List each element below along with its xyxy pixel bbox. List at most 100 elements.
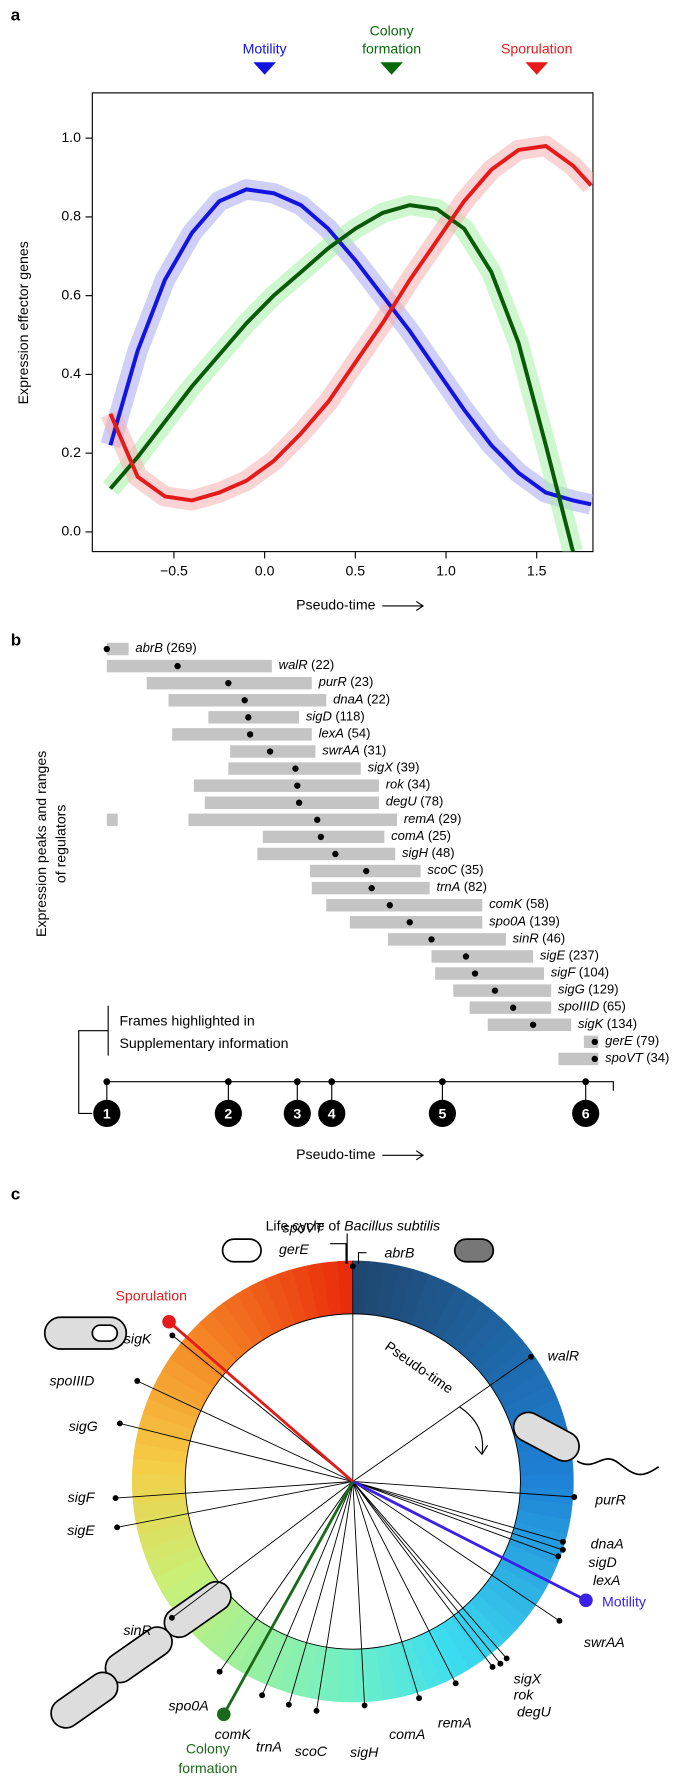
ring-segment (322, 1261, 343, 1316)
ring-segment (515, 1510, 571, 1537)
gene: sigE (540, 948, 566, 963)
title-part: Life cycle of (266, 1217, 345, 1233)
gene-line (352, 1481, 564, 1551)
gene-label: swrAA (584, 1634, 625, 1650)
ring-segment (131, 1472, 186, 1490)
gene-dot (313, 1707, 320, 1714)
peak (471, 970, 479, 977)
ring-segment (421, 1279, 458, 1334)
ring-segment (363, 1647, 384, 1702)
range-bar (431, 950, 534, 963)
annotation: Motility (243, 41, 288, 57)
gene-label: purR (594, 1491, 626, 1507)
regulator-label: sigE (237) (540, 948, 599, 963)
regulator-label: spo0A (139) (489, 914, 560, 929)
ring-segment (199, 1311, 246, 1361)
ring-segment (169, 1344, 222, 1388)
gene-label: sigK (124, 1331, 152, 1347)
regulator-label: gerE (79) (605, 1033, 659, 1048)
fit-line (108, 187, 592, 507)
ring-segment (248, 1629, 285, 1684)
gene-dot (555, 1553, 562, 1560)
regulator-label: remA (29) (404, 811, 462, 826)
ring-segment (147, 1543, 203, 1579)
gene-dot (489, 1664, 496, 1670)
panel-label: c (11, 1184, 20, 1203)
ring-segment (498, 1371, 552, 1409)
ring-segment (469, 1322, 518, 1370)
frame-badge (214, 1099, 242, 1127)
count: (22) (367, 692, 390, 707)
range-bar (208, 711, 300, 724)
frame-number: 5 (438, 1105, 446, 1121)
gene-label: scoC (295, 1743, 328, 1759)
ring-segment (511, 1522, 568, 1551)
gene-label: trnA (256, 1738, 282, 1754)
phase-dot (162, 1314, 176, 1329)
phase-label: Sporulation (115, 1288, 187, 1304)
gene: sigK (578, 1016, 605, 1031)
arrow (382, 1150, 425, 1161)
gene: abrB (135, 640, 163, 655)
count: (23) (350, 675, 373, 690)
ring-segment (223, 1293, 265, 1346)
count: (29) (438, 811, 461, 826)
count: (104) (579, 965, 609, 980)
ring-segment (519, 1458, 574, 1477)
x-tick-label: 1.0 (436, 563, 456, 579)
gene-line (137, 1380, 354, 1482)
gene-dot (114, 1524, 121, 1531)
count: (269) (166, 640, 196, 655)
peak (529, 1021, 537, 1028)
gene-line (352, 1356, 532, 1482)
x-tick-label: −0.5 (160, 563, 188, 579)
bracket (330, 1233, 367, 1265)
gene-dot (452, 1680, 459, 1687)
ring-segment (132, 1486, 187, 1505)
plot-frame (91, 92, 594, 553)
gene-dot (285, 1701, 292, 1708)
range-bar (193, 779, 379, 792)
ring-segment (249, 1279, 286, 1334)
y-axis-label: of regulators (52, 805, 68, 884)
ring-segment (291, 1265, 319, 1321)
gene-label: sigX (514, 1670, 542, 1686)
gene-line (119, 1422, 353, 1482)
regulator-label: sigX (39) (368, 760, 420, 775)
gene: scoC (427, 862, 457, 877)
range-bar (106, 642, 129, 656)
frame-badge (318, 1099, 346, 1127)
regulator-label: degU (78) (386, 794, 444, 809)
arrow (458, 1406, 489, 1456)
ring-segment (198, 1601, 246, 1651)
ring-segment (431, 1286, 471, 1340)
gene-dot (169, 1332, 176, 1339)
ring-label: Pseudo-time (382, 1338, 456, 1397)
ring-segment (503, 1544, 558, 1580)
gene: remA (404, 811, 435, 826)
fit-line (108, 144, 593, 503)
regulator-label: spoVT (34) (605, 1050, 669, 1065)
count: (35) (460, 862, 483, 877)
regulator-label: rok (34) (386, 777, 431, 792)
y-tick-label: 0.4 (61, 365, 81, 381)
peak (428, 936, 435, 943)
gene: trnA (436, 880, 460, 895)
ring-segment (491, 1358, 545, 1399)
gene-line (171, 1481, 354, 1619)
peak (462, 953, 470, 960)
arrow (382, 600, 425, 611)
gene: sigG (558, 982, 585, 997)
gene-dot (116, 1420, 123, 1427)
ring-segment (387, 1265, 415, 1321)
gene: sigX (368, 760, 395, 775)
phase-line (168, 1320, 354, 1483)
count: (134) (607, 1016, 637, 1031)
peak (295, 799, 303, 806)
peak (246, 731, 254, 738)
frame-tick (582, 1078, 590, 1086)
range-bar (349, 916, 483, 929)
count: (25) (428, 828, 451, 843)
range-bar (487, 1018, 572, 1032)
annotation: formation (362, 41, 421, 57)
